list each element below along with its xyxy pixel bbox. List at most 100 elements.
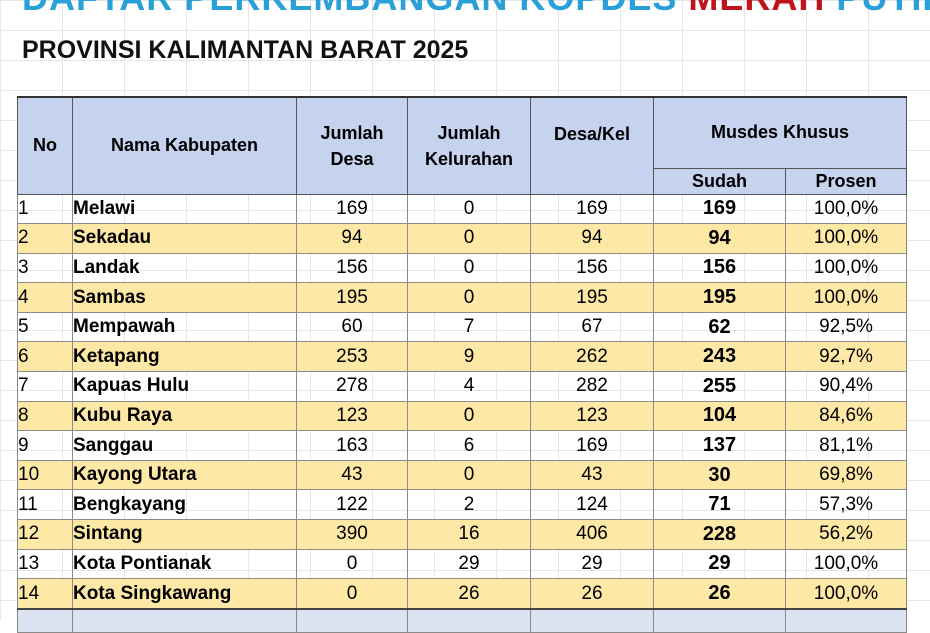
cell-jumlah-desa: 60: [296, 311, 408, 343]
table-row: 5 Mempawah 60 7 67 62 92,5%: [17, 311, 907, 343]
cell-jumlah-desa: 169: [296, 193, 408, 225]
data-table: No Nama Kabupaten Jumlah Desa Jumlah Kel…: [17, 96, 907, 633]
header-sudah: Sudah: [653, 167, 786, 195]
cell-jumlah-kelurahan: 0: [407, 400, 531, 432]
cell-jumlah-kelurahan: 6: [407, 430, 531, 461]
title-part-blue: DAFTAR PERKEMBANGAN KOPDES: [22, 0, 688, 18]
table-row: 8 Kubu Raya 123 0 123 104 84,6%: [17, 400, 907, 432]
cell-jumlah-desa: 163: [296, 430, 408, 461]
cell-sudah: 62: [653, 311, 786, 343]
cell-nama-kabupaten: Kota Singkawang: [72, 578, 297, 610]
cell-prosen: 100,0%: [785, 223, 907, 254]
cell-prosen: 92,7%: [785, 341, 907, 373]
title-part-red: MERAH: [688, 0, 825, 18]
total-cell: [785, 607, 907, 633]
table-row: 3 Landak 156 0 156 156 100,0%: [17, 252, 907, 284]
header-jumlah-desa: Jumlah Desa: [296, 96, 408, 195]
cell-desa-kel: 169: [530, 193, 654, 225]
cell-prosen: 100,0%: [785, 578, 907, 610]
cell-nama-kabupaten: Sintang: [72, 519, 297, 550]
cell-no: 14: [17, 578, 73, 610]
cell-nama-kabupaten: Bengkayang: [72, 489, 297, 521]
cell-jumlah-kelurahan: 0: [407, 459, 531, 491]
cell-jumlah-kelurahan: 7: [407, 311, 531, 343]
cell-jumlah-kelurahan: 29: [407, 548, 531, 580]
cell-desa-kel: 26: [530, 578, 654, 610]
cell-no: 9: [17, 430, 73, 461]
page-title: DAFTAR PERKEMBANGAN KOPDES MERAH PUTIH: [22, 0, 930, 18]
cell-prosen: 92,5%: [785, 311, 907, 343]
cell-no: 8: [17, 400, 73, 432]
table-body: 1 Melawi 169 0 169 169 100,0% 2 Sekadau 94 0 94 94 10…: [17, 193, 907, 610]
cell-nama-kabupaten: Mempawah: [72, 311, 297, 343]
cell-desa-kel: 124: [530, 489, 654, 521]
cell-nama-kabupaten: Sambas: [72, 282, 297, 313]
cell-sudah: 228: [653, 519, 786, 550]
cell-jumlah-desa: 278: [296, 371, 408, 402]
cell-desa-kel: 123: [530, 400, 654, 432]
cell-sudah: 104: [653, 400, 786, 432]
cell-no: 4: [17, 282, 73, 313]
header-no: No: [17, 96, 73, 195]
cell-jumlah-kelurahan: 9: [407, 341, 531, 373]
header-musdes-khusus: Musdes Khusus: [653, 96, 907, 169]
cell-sudah: 195: [653, 282, 786, 313]
cell-prosen: 100,0%: [785, 252, 907, 284]
cell-prosen: 57,3%: [785, 489, 907, 521]
cell-jumlah-desa: 123: [296, 400, 408, 432]
table-row: 14 Kota Singkawang 0 26 26 26 100,0%: [17, 578, 907, 610]
header-jumlah-kelurahan: Jumlah Kelurahan: [407, 96, 531, 195]
cell-sudah: 243: [653, 341, 786, 373]
total-cell: [296, 607, 408, 633]
cell-sudah: 137: [653, 430, 786, 461]
cell-sudah: 94: [653, 223, 786, 254]
cell-sudah: 169: [653, 193, 786, 225]
cell-jumlah-desa: 390: [296, 519, 408, 550]
cell-jumlah-kelurahan: 0: [407, 193, 531, 225]
cell-jumlah-kelurahan: 2: [407, 489, 531, 521]
table-row: 4 Sambas 195 0 195 195 100,0%: [17, 282, 907, 313]
cell-desa-kel: 169: [530, 430, 654, 461]
cell-desa-kel: 67: [530, 311, 654, 343]
cell-no: 11: [17, 489, 73, 521]
table-row: 10 Kayong Utara 43 0 43 30 69,8%: [17, 459, 907, 491]
cell-no: 13: [17, 548, 73, 580]
table-row: 2 Sekadau 94 0 94 94 100,0%: [17, 223, 907, 254]
total-cell: [72, 607, 297, 633]
table-row: 12 Sintang 390 16 406 228 56,2%: [17, 519, 907, 550]
table-row: 13 Kota Pontianak 0 29 29 29 100,0%: [17, 548, 907, 580]
cell-sudah: 255: [653, 371, 786, 402]
cell-prosen: 56,2%: [785, 519, 907, 550]
header-prosen: Prosen: [785, 167, 907, 195]
cell-nama-kabupaten: Kayong Utara: [72, 459, 297, 491]
cell-prosen: 84,6%: [785, 400, 907, 432]
cell-desa-kel: 282: [530, 371, 654, 402]
total-cell: [653, 607, 786, 633]
cell-prosen: 100,0%: [785, 193, 907, 225]
cell-jumlah-desa: 94: [296, 223, 408, 254]
cell-desa-kel: 406: [530, 519, 654, 550]
cell-no: 10: [17, 459, 73, 491]
cell-jumlah-kelurahan: 4: [407, 371, 531, 402]
cell-jumlah-kelurahan: 0: [407, 252, 531, 284]
cell-no: 2: [17, 223, 73, 254]
cell-no: 12: [17, 519, 73, 550]
cell-jumlah-desa: 0: [296, 578, 408, 610]
cell-no: 6: [17, 341, 73, 373]
cell-prosen: 100,0%: [785, 548, 907, 580]
cell-no: 1: [17, 193, 73, 225]
page-subtitle: PROVINSI KALIMANTAN BARAT 2025: [22, 36, 469, 64]
cell-nama-kabupaten: Ketapang: [72, 341, 297, 373]
cell-prosen: 100,0%: [785, 282, 907, 313]
cell-jumlah-kelurahan: 0: [407, 282, 531, 313]
cell-nama-kabupaten: Sekadau: [72, 223, 297, 254]
cell-nama-kabupaten: Landak: [72, 252, 297, 284]
cell-jumlah-desa: 122: [296, 489, 408, 521]
cell-jumlah-kelurahan: 0: [407, 223, 531, 254]
cell-jumlah-desa: 195: [296, 282, 408, 313]
cell-sudah: 156: [653, 252, 786, 284]
cell-prosen: 90,4%: [785, 371, 907, 402]
title-part-blue-end: PUTIH: [825, 0, 930, 18]
cell-no: 7: [17, 371, 73, 402]
cell-prosen: 81,1%: [785, 430, 907, 461]
